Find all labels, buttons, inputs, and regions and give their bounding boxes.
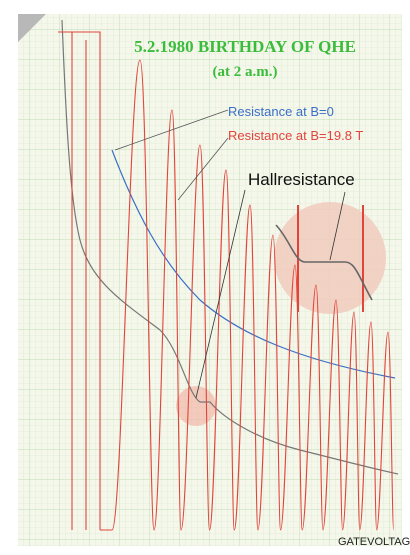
annotation: Hallresistance xyxy=(248,170,355,189)
legend-entry: Resistance at B=19.8 T xyxy=(228,128,363,143)
inset xyxy=(274,202,386,314)
x-axis-label: GATEVOLTAGE xyxy=(338,536,410,548)
inset-circle xyxy=(274,202,386,314)
page: 5.2.1980 BIRTHDAY OF QHE (at 2 a.m.) Res… xyxy=(0,0,410,555)
subtitle: (at 2 a.m.) xyxy=(213,64,278,80)
recorder-chart: 5.2.1980 BIRTHDAY OF QHE (at 2 a.m.) Res… xyxy=(0,0,410,555)
title: 5.2.1980 BIRTHDAY OF QHE xyxy=(134,37,356,56)
legend-entry: Resistance at B=0 xyxy=(228,104,334,119)
highlight-spot xyxy=(176,386,216,426)
